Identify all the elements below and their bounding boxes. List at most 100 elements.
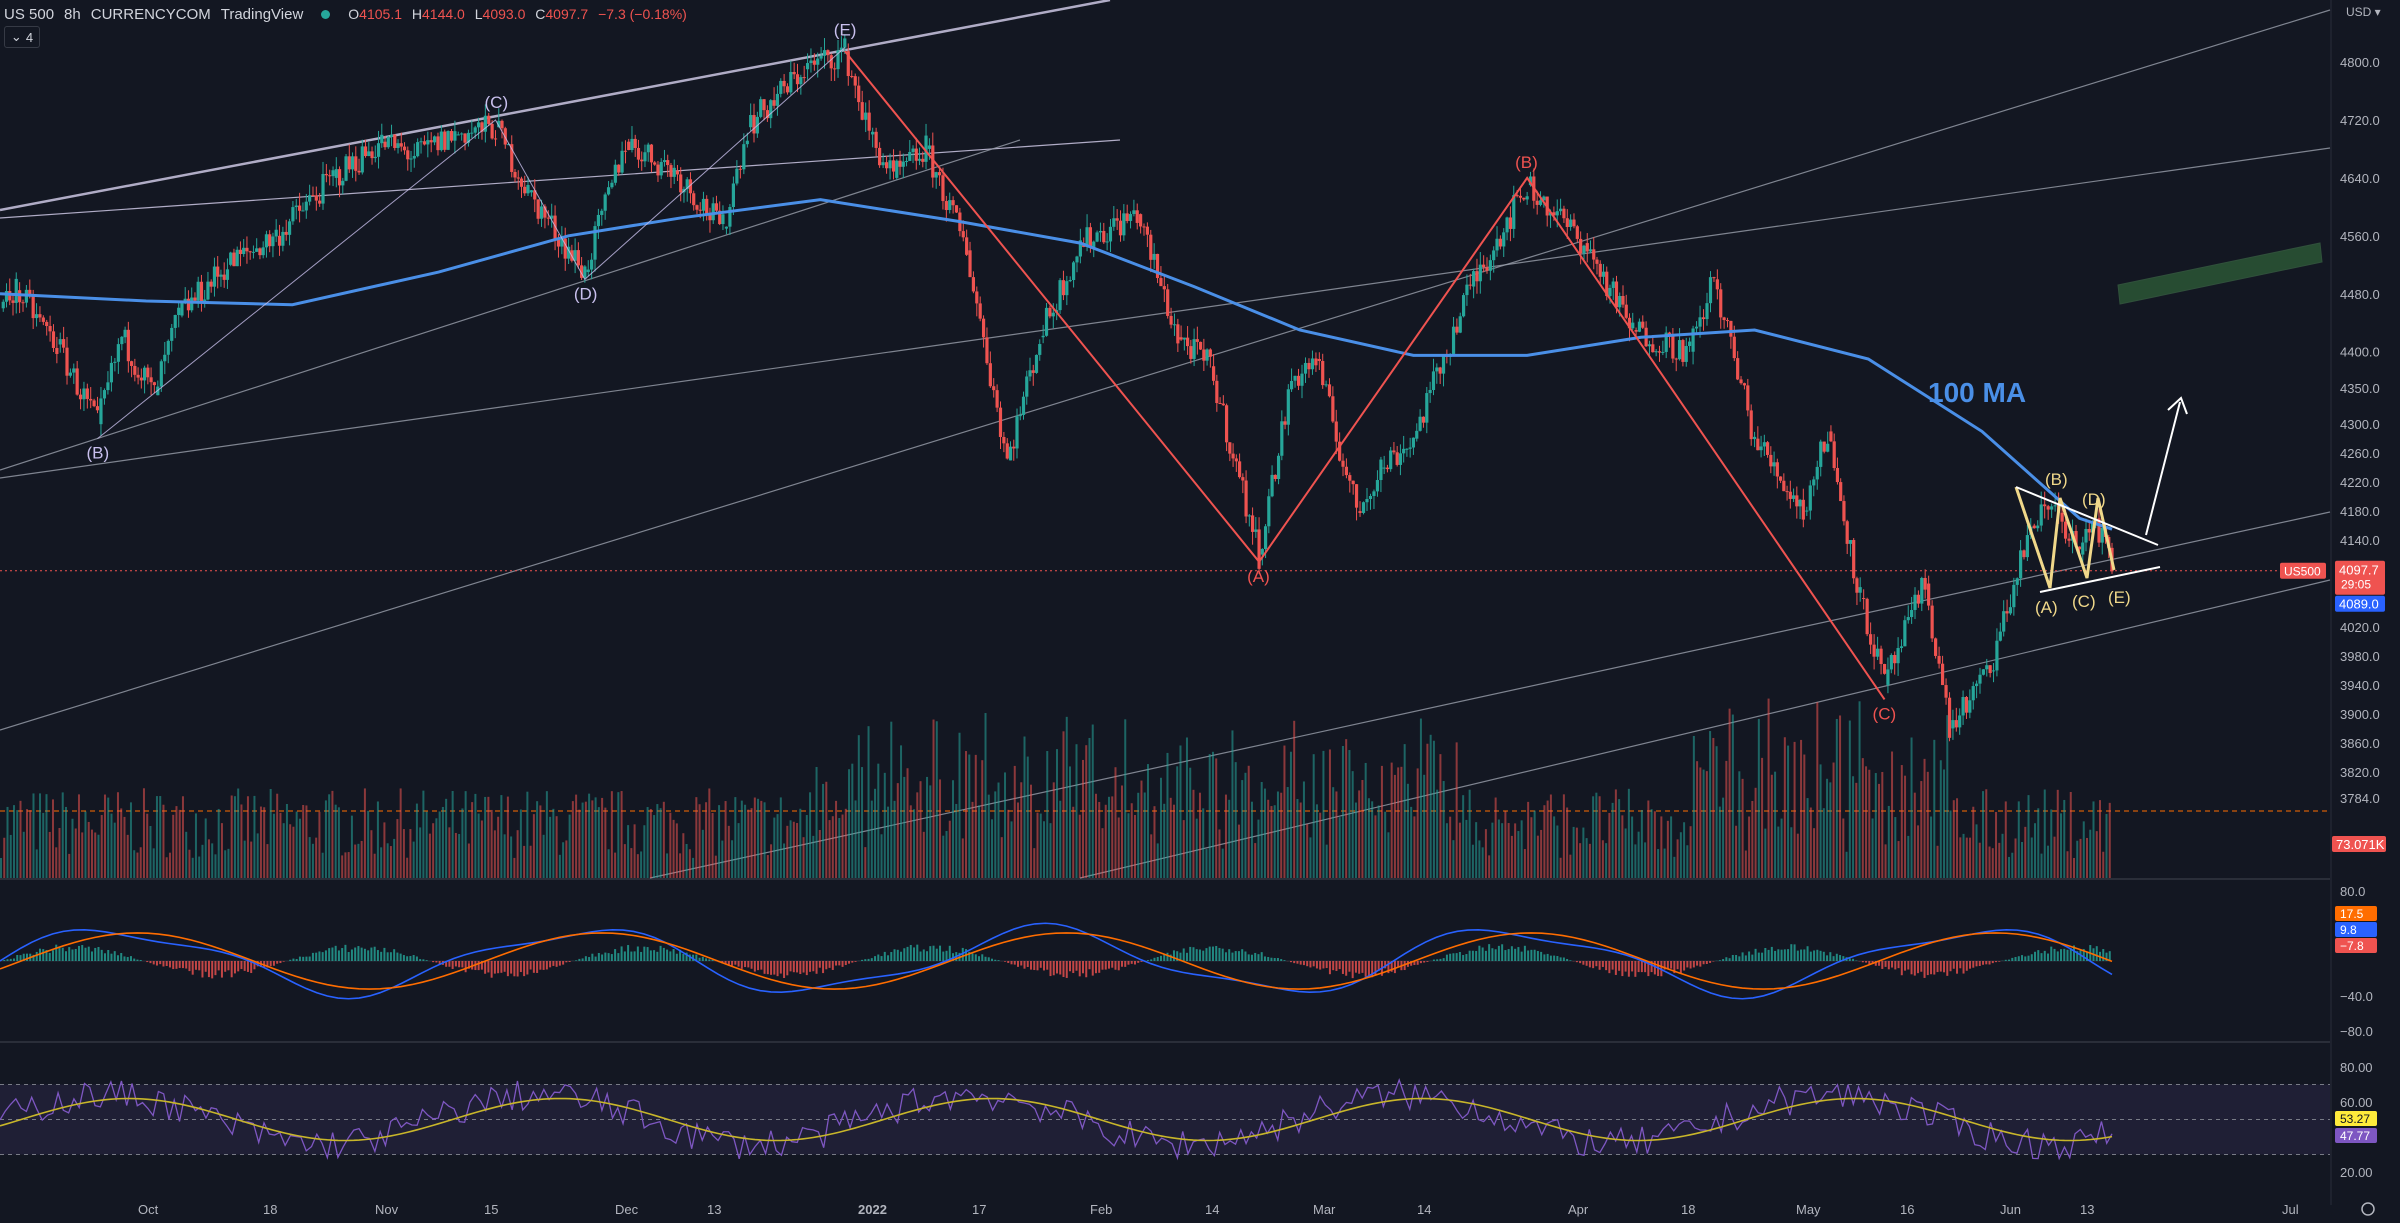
macd-histogram-bar: [1871, 961, 1874, 964]
macd-histogram-bar: [1728, 958, 1731, 961]
candle-body: [255, 248, 259, 252]
macd-histogram-bar: [581, 958, 584, 961]
candle-body: [752, 115, 756, 134]
candle-body: [1812, 479, 1816, 486]
macd-histogram-bar: [350, 949, 353, 961]
volume-bar: [1549, 794, 1552, 878]
candle-body: [1791, 495, 1796, 499]
volume-bar: [497, 816, 500, 878]
macd-histogram-bar: [1120, 961, 1123, 967]
macd-histogram-bar: [2086, 951, 2089, 961]
volume-bar: [1647, 800, 1650, 878]
volume-bar: [2102, 851, 2105, 878]
volume-bar: [1553, 816, 1556, 878]
candle-body: [1611, 281, 1615, 288]
volume-bar: [1845, 851, 1848, 878]
candle-body: [867, 112, 871, 131]
volume-bar: [1091, 724, 1094, 878]
volume-bar: [581, 802, 584, 878]
macd-histogram-bar: [16, 955, 19, 961]
open-value: 4105.1: [359, 6, 402, 22]
macd-histogram-bar: [1676, 961, 1679, 970]
candle-body: [95, 406, 100, 411]
symbol-name[interactable]: US 500: [4, 5, 55, 23]
interval[interactable]: 8h: [64, 5, 81, 23]
candle-body: [1058, 280, 1062, 311]
volume-bar: [376, 801, 379, 878]
volume-bar: [1276, 791, 1279, 878]
candle-body: [331, 170, 335, 177]
macd-histogram-bar: [1783, 949, 1786, 961]
price-axis-tick: 4640.0: [2340, 171, 2380, 186]
macd-histogram-bar: [1455, 953, 1458, 961]
candle-body: [1552, 212, 1556, 216]
volume-bar: [825, 781, 828, 878]
macd-histogram-bar: [324, 950, 327, 961]
volume-bar: [324, 800, 327, 878]
candle-body: [1515, 195, 1519, 197]
macd-histogram-bar: [1234, 951, 1237, 961]
macd-histogram-bar: [1348, 961, 1351, 972]
candle-body: [258, 248, 262, 256]
wave-label-red: (B): [1515, 153, 1538, 172]
candle-body: [1555, 211, 1559, 216]
volume-bar: [1107, 796, 1110, 878]
candle-body: [55, 347, 59, 354]
macd-histogram-bar: [1673, 961, 1676, 974]
candle-body: [679, 174, 683, 193]
candle-body: [1280, 421, 1284, 456]
volume-bar: [467, 843, 470, 878]
candle-body: [688, 179, 693, 194]
macd-histogram-bar: [1328, 961, 1331, 975]
candle-body: [85, 388, 89, 399]
volume-bar: [1585, 838, 1588, 878]
candle-body: [1961, 697, 1965, 716]
macd-histogram-bar: [1546, 953, 1549, 961]
macd-histogram-bar: [2011, 957, 2014, 961]
macd-histogram-bar: [1764, 947, 1767, 961]
candle-body: [1267, 496, 1271, 527]
candle-body: [113, 361, 117, 363]
volume-bar: [1813, 828, 1816, 878]
macd-histogram-bar: [1900, 961, 1903, 976]
macd-histogram-bar: [1302, 961, 1305, 966]
macd-histogram-bar: [68, 947, 71, 961]
volume-bar: [698, 804, 701, 878]
macd-histogram-bar: [1923, 961, 1926, 978]
candle-body: [1598, 263, 1602, 277]
macd-histogram-bar: [357, 946, 360, 961]
candle-body: [1862, 598, 1866, 600]
volume-bar: [363, 788, 366, 878]
indicators-collapse-button[interactable]: ⌄ 4: [4, 26, 40, 48]
macd-histogram-bar: [584, 956, 587, 961]
macd-histogram-bar: [58, 947, 61, 961]
candle-body: [89, 398, 93, 401]
volume-bar: [22, 831, 25, 878]
candle-body: [789, 71, 793, 93]
macd-histogram-bar: [1098, 961, 1101, 973]
candle-body: [225, 269, 230, 280]
macd-histogram-bar: [620, 946, 623, 961]
volume-bar: [883, 772, 886, 878]
candle-body: [550, 215, 554, 219]
macd-histogram-bar: [1813, 950, 1816, 961]
volume-bar: [1354, 802, 1357, 878]
wave-label-lavender: (C): [485, 93, 509, 112]
candle-body: [1937, 655, 1941, 664]
candle-body: [1954, 720, 1958, 728]
macd-histogram-bar: [1247, 954, 1250, 961]
volume-bar: [1533, 810, 1536, 878]
symbol-price-label: US500: [2284, 565, 2321, 579]
macd-histogram-bar: [1280, 959, 1283, 961]
macd-histogram-bar: [386, 952, 389, 961]
macd-histogram-bar: [315, 952, 318, 961]
volume-bar: [503, 834, 506, 878]
candle-body: [308, 195, 312, 202]
candle-body: [1331, 396, 1335, 422]
candle-body: [1135, 210, 1139, 223]
volume-bar: [1468, 789, 1471, 878]
volume-bar: [1741, 778, 1744, 878]
volume-bar: [838, 818, 841, 878]
macd-histogram-bar: [1618, 961, 1621, 971]
